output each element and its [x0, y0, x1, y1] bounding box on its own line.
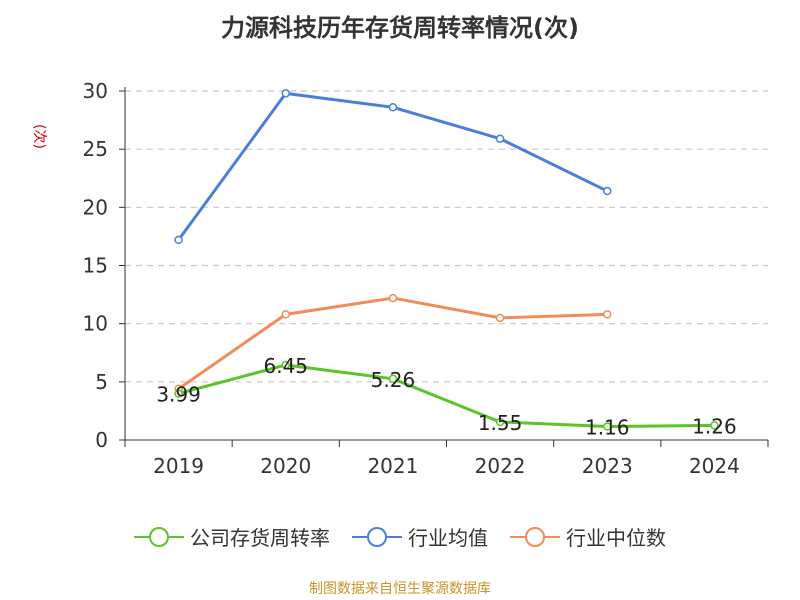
y-tick-label: 10 [83, 312, 108, 336]
data-point-2 [388, 293, 398, 303]
y-tick-label: 15 [83, 254, 108, 278]
legend-label-industry-mean: 行业均值 [408, 526, 488, 550]
data-point-2 [495, 313, 505, 323]
data-label: 3.99 [156, 383, 201, 407]
data-point-1 [281, 89, 290, 98]
x-tick-label: 2022 [475, 454, 526, 478]
x-tick-label: 2021 [367, 454, 418, 478]
data-point-2 [603, 310, 612, 319]
data-label: 6.45 [263, 354, 308, 378]
data-point-2 [281, 310, 290, 319]
x-tick-label: 2023 [582, 454, 633, 478]
data-point-0 [495, 417, 505, 427]
data-point-1 [174, 235, 183, 245]
y-tick-label: 0 [95, 428, 108, 452]
data-label: 1.16 [585, 416, 630, 440]
legend-label-industry-median: 行业中位数 [566, 526, 666, 550]
legend-label-company: 公司存货周转率 [190, 526, 330, 550]
y-tick-label: 20 [83, 195, 108, 219]
series-line-0 [178, 363, 715, 429]
data-label: 5.26 [371, 368, 416, 392]
data-source: 制图数据来自恒生聚源数据库 [309, 581, 491, 597]
y-tick-label: 25 [83, 137, 108, 161]
y-tick-label: 30 [83, 79, 108, 103]
data-label: 1.55 [478, 411, 523, 435]
x-tick-label: 2020 [260, 454, 311, 478]
y-tick-label: 5 [95, 370, 108, 394]
data-point-0 [603, 422, 612, 431]
legend: 公司存货周转率 行业均值 行业中位数 [0, 522, 800, 551]
data-point-0 [710, 421, 719, 430]
legend-item-industry-mean[interactable]: 行业均值 [352, 522, 488, 551]
data-point-0 [388, 374, 398, 384]
chart-title: 力源科技历年存货周转率情况(次) [221, 14, 579, 42]
legend-item-industry-median[interactable]: 行业中位数 [510, 522, 666, 551]
legend-marker-industry-median [510, 526, 560, 547]
series-line-1 [177, 91, 608, 241]
x-tick-label: 2019 [153, 454, 204, 478]
legend-marker-industry-mean [352, 526, 402, 547]
legend-marker-company [134, 526, 184, 547]
data-point-1 [388, 103, 398, 112]
data-point-0 [174, 389, 183, 398]
data-label: 1.26 [692, 414, 737, 438]
x-tick-label: 2024 [689, 454, 740, 478]
data-point-1 [603, 186, 612, 196]
legend-item-company[interactable]: 公司存货周转率 [134, 522, 330, 551]
data-point-1 [495, 134, 505, 143]
data-point-0 [281, 360, 290, 370]
